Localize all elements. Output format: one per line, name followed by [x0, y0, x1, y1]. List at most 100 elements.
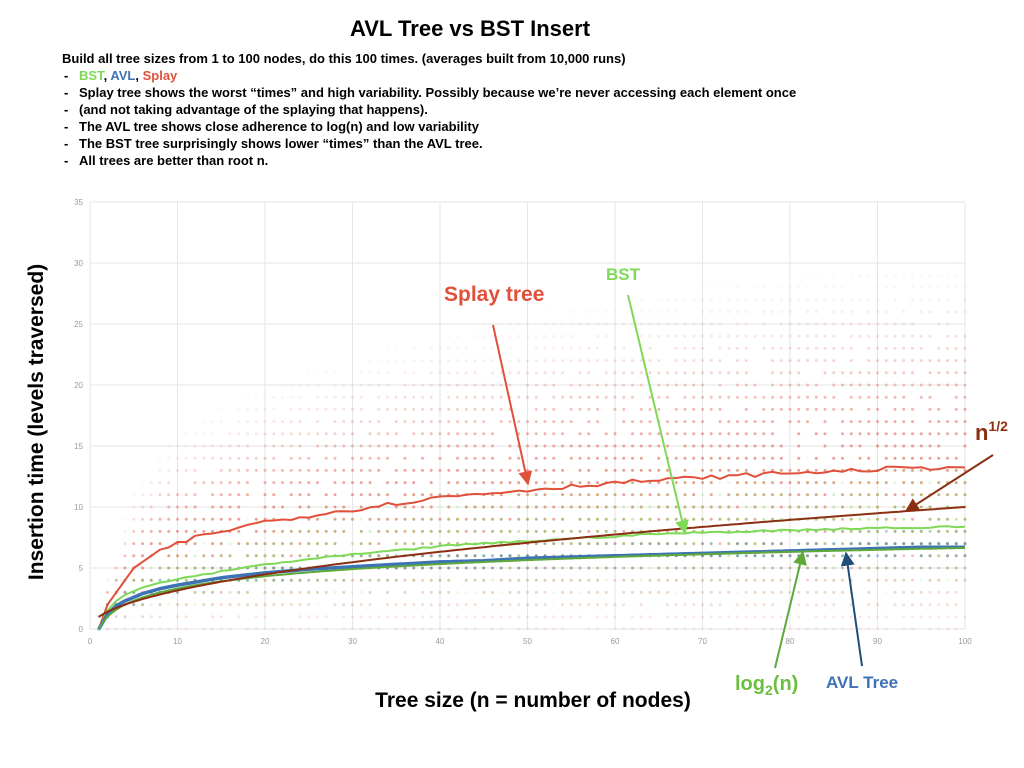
scatter-point-bst [622, 505, 626, 509]
scatter-point-splay [359, 383, 363, 387]
scatter-point-bst [368, 517, 372, 521]
scatter-point-bst [736, 590, 739, 594]
scatter-point-splay [281, 505, 284, 509]
scatter-point-splay [876, 566, 879, 570]
scatter-point-splay [508, 468, 512, 472]
scatter-point-splay [359, 468, 363, 472]
scatter-point-avl [132, 603, 136, 607]
scatter-point-splay [193, 505, 197, 509]
scatter-point-splay [246, 468, 249, 472]
scatter-point-bst [858, 566, 862, 570]
scatter-point-splay [412, 505, 416, 509]
scatter-point-splay [893, 395, 897, 399]
scatter-point-bst [928, 566, 932, 570]
scatter-point-splay [184, 578, 188, 582]
scatter-point-splay [919, 554, 923, 558]
scatter-point-avl [946, 566, 949, 570]
scatter-point-splay [674, 334, 678, 338]
scatter-point-splay [954, 468, 958, 472]
scatter-point-splay [744, 456, 748, 460]
scatter-point-splay [771, 615, 774, 619]
scatter-point-splay [578, 322, 582, 326]
scatter-point-splay [438, 517, 442, 521]
scatter-point-splay [963, 578, 967, 582]
scatter-point-bst [832, 542, 836, 546]
scatter-point-splay [639, 322, 643, 326]
scatter-point-splay [771, 359, 774, 363]
scatter-point-splay [963, 407, 967, 411]
scatter-point-splay [911, 615, 914, 619]
scatter-point-splay [324, 395, 328, 399]
scatter-point-bst [902, 578, 906, 582]
scatter-point-avl [211, 590, 214, 594]
scatter-point-bst [911, 468, 914, 472]
scatter-point-splay [946, 273, 949, 277]
scatter-point-splay [141, 566, 144, 570]
scatter-point-bst [604, 578, 608, 582]
scatter-point-splay [674, 420, 678, 424]
scatter-point-splay [123, 615, 127, 619]
bullet-list: BST, AVL, Splay Splay tree shows the wor… [62, 67, 796, 169]
scatter-point-splay [604, 395, 608, 399]
scatter-point-splay [902, 578, 906, 582]
scatter-point-splay [333, 371, 337, 375]
scatter-point-avl [709, 542, 713, 546]
scatter-point-splay [438, 359, 442, 363]
scatter-point-splay [876, 420, 879, 424]
scatter-point-splay [963, 432, 967, 436]
scatter-point-bst [289, 578, 293, 582]
scatter-point-splay [508, 590, 512, 594]
scatter-point-splay [316, 407, 319, 411]
scatter-point-splay [893, 432, 897, 436]
scatter-point-splay [429, 554, 433, 558]
scatter-point-splay [858, 566, 862, 570]
scatter-point-avl [919, 566, 923, 570]
x-tick-label: 50 [523, 637, 532, 646]
scatter-point-splay [263, 444, 267, 448]
scatter-point-bst [753, 578, 757, 582]
scatter-point-bst [464, 603, 468, 607]
scatter-point-splay [718, 517, 722, 521]
scatter-point-splay [552, 359, 556, 363]
scatter-point-bst [526, 493, 529, 497]
scatter-point-splay [744, 395, 748, 399]
scatter-point-splay [701, 310, 704, 314]
scatter-point-splay [823, 444, 827, 448]
scatter-point-splay [788, 566, 792, 570]
scatter-point-splay [718, 444, 722, 448]
scatter-point-bst [447, 566, 451, 570]
scatter-point-splay [193, 566, 197, 570]
scatter-point-splay [421, 529, 424, 533]
scatter-point-splay [639, 383, 643, 387]
scatter-point-splay [272, 627, 276, 631]
scatter-point-bst [517, 505, 521, 509]
scatter-point-splay [211, 444, 214, 448]
scatter-point-splay [814, 273, 818, 277]
scatter-point-bst [963, 468, 967, 472]
scatter-point-splay [263, 468, 267, 472]
scatter-point-splay [797, 468, 801, 472]
scatter-point-splay [823, 407, 827, 411]
scatter-point-avl [884, 542, 888, 546]
scatter-point-splay [657, 359, 661, 363]
scatter-point-splay [263, 529, 267, 533]
scatter-point-splay [954, 395, 958, 399]
scatter-point-splay [386, 578, 389, 582]
scatter-point-bst [718, 566, 722, 570]
scatter-point-splay [447, 481, 451, 485]
scatter-point-bst [753, 603, 757, 607]
scatter-point-splay [797, 407, 801, 411]
scatter-point-avl [928, 529, 932, 533]
scatter-point-bst [569, 493, 573, 497]
scatter-point-splay [771, 432, 774, 436]
scatter-point-splay [613, 432, 617, 436]
scatter-point-splay [578, 346, 582, 350]
scatter-point-splay [272, 578, 276, 582]
scatter-point-bst [771, 578, 774, 582]
scatter-point-splay [709, 493, 713, 497]
scatter-point-splay [298, 481, 302, 485]
scatter-point-splay [876, 334, 879, 338]
scatter-point-bst [403, 590, 407, 594]
scatter-point-bst [543, 529, 547, 533]
